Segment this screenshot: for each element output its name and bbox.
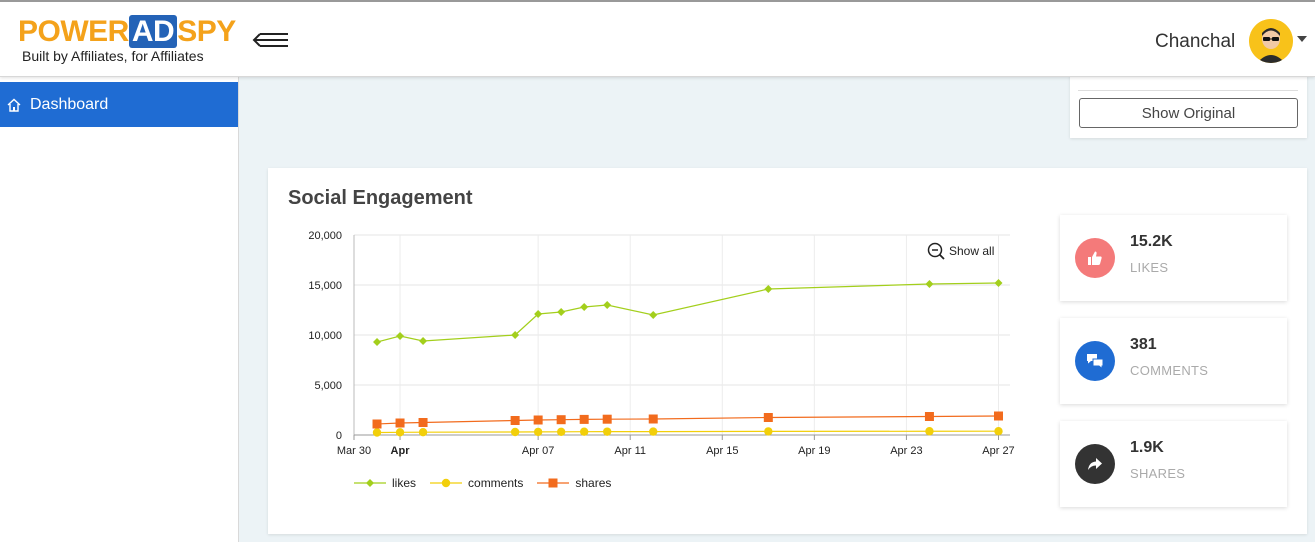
likes-stat-card: 15.2K LIKES (1060, 215, 1287, 301)
card-divider (1078, 90, 1298, 91)
likes-circle (1075, 238, 1115, 278)
shares-point (924, 412, 934, 421)
sidebar-item-dashboard[interactable]: Dashboard (0, 82, 238, 127)
shares-point (372, 419, 382, 429)
likes-point (580, 303, 589, 311)
poweradspy-logo[interactable]: POWER AD SPY Built by Affiliates, for Affi… (18, 15, 238, 68)
shares-stat-card: 1.9K SHARES (1060, 421, 1287, 507)
shares-point (579, 414, 589, 424)
likes-value: 15.2K (1130, 233, 1173, 250)
legend-marker-icon (430, 478, 463, 488)
likes-point (649, 311, 658, 319)
shares-circle (1075, 444, 1115, 484)
comments-icon (1087, 354, 1104, 369)
y-tick-label: 10,000 (308, 330, 342, 342)
y-tick-label: 0 (336, 430, 342, 442)
legend-label: likes (392, 476, 417, 490)
comments-point (372, 428, 382, 437)
shares-series-line (376, 415, 999, 425)
likes-point (396, 332, 405, 340)
comments-value: 381 (1130, 336, 1157, 353)
engagement-line-chart: 0 5,000 10,000 15,000 20,000 Mar 30 Apr Apr 07 A… (308, 230, 1014, 457)
comments-series-line (377, 430, 999, 434)
shares-point (533, 415, 543, 425)
x-tick-label: Apr 11 (614, 445, 646, 457)
likes-point (511, 331, 520, 339)
comments-circle (1075, 341, 1115, 381)
comments-point (579, 427, 589, 436)
x-tick-label: Apr 07 (522, 445, 554, 457)
likes-point (557, 308, 566, 316)
shares-point (763, 413, 773, 422)
likes-point (419, 337, 428, 345)
comments-point (418, 428, 428, 437)
legend-item-comments[interactable]: comments (430, 476, 523, 490)
shares-point (648, 414, 658, 424)
show-all-button[interactable]: Show all (927, 242, 994, 260)
comments-point (533, 427, 543, 437)
legend-item-likes[interactable]: likes (354, 476, 416, 490)
shares-value: 1.9K (1130, 439, 1164, 456)
comments-point (925, 427, 934, 436)
user-avatar[interactable] (1249, 19, 1293, 63)
thumbs-up-icon (1088, 251, 1102, 265)
menu-toggle-icon[interactable] (252, 29, 290, 51)
x-tick-label: Apr 27 (982, 445, 1014, 457)
comments-point (994, 426, 1003, 436)
panel-title: Social Engagement (288, 187, 473, 209)
comments-point (649, 427, 658, 436)
comments-point (556, 427, 566, 436)
shares-point (418, 418, 428, 427)
share-icon (1088, 458, 1102, 470)
comments-label: COMMENTS (1130, 363, 1209, 378)
show-all-label: Show all (949, 244, 995, 258)
home-icon (7, 98, 21, 112)
comments-stat-card: 381 COMMENTS (1060, 318, 1287, 404)
legend-marker-icon (537, 478, 570, 488)
legend-item-shares[interactable]: shares (537, 476, 611, 490)
sidebar-item-label: Dashboard (30, 95, 109, 113)
comments-point (764, 427, 773, 436)
likes-label: LIKES (1130, 260, 1169, 275)
x-tick-label: Apr 15 (706, 445, 738, 457)
comments-point (510, 427, 520, 437)
shares-point (556, 415, 566, 425)
y-tick-label: 5,000 (314, 380, 342, 392)
shares-point (993, 411, 1003, 421)
legend-label: comments (468, 476, 524, 490)
y-tick-label: 20,000 (308, 230, 342, 242)
ad-summary-card: 15.2K 381 1.9K Show Original (1070, 70, 1307, 138)
likes-point (764, 285, 773, 293)
x-tick-label: Apr 23 (890, 445, 922, 457)
shares-label: SHARES (1130, 466, 1186, 481)
likes-point (373, 338, 382, 346)
user-name[interactable]: Chanchal (1155, 31, 1236, 52)
zoom-out-icon (927, 242, 945, 260)
likes-point (603, 301, 612, 309)
top-header: POWER AD SPY Built by Affiliates, for Affi… (0, 0, 1315, 77)
chart-legend: likes comments shares (354, 476, 625, 490)
logo-wordmark: POWER AD SPY (18, 15, 236, 48)
shares-point (395, 418, 405, 428)
user-menu-caret-icon[interactable] (1297, 36, 1307, 42)
likes-point (925, 280, 934, 288)
show-original-button[interactable]: Show Original (1079, 98, 1298, 128)
x-tick-label: Apr (391, 445, 411, 457)
sidebar: Dashboard (0, 77, 239, 542)
x-tick-label: Apr 19 (798, 445, 830, 457)
legend-label: shares (575, 476, 612, 490)
comments-point (602, 427, 612, 436)
likes-point (994, 279, 1003, 287)
y-tick-label: 15,000 (308, 280, 342, 292)
comments-point (395, 428, 405, 437)
logo-tagline: Built by Affiliates, for Affiliates (22, 48, 204, 64)
legend-marker-icon (354, 479, 386, 487)
shares-point (510, 416, 520, 425)
likes-point (534, 310, 543, 318)
likes-series-line (376, 282, 999, 343)
shares-point (602, 414, 612, 424)
x-tick-label: Mar 30 (337, 445, 371, 457)
